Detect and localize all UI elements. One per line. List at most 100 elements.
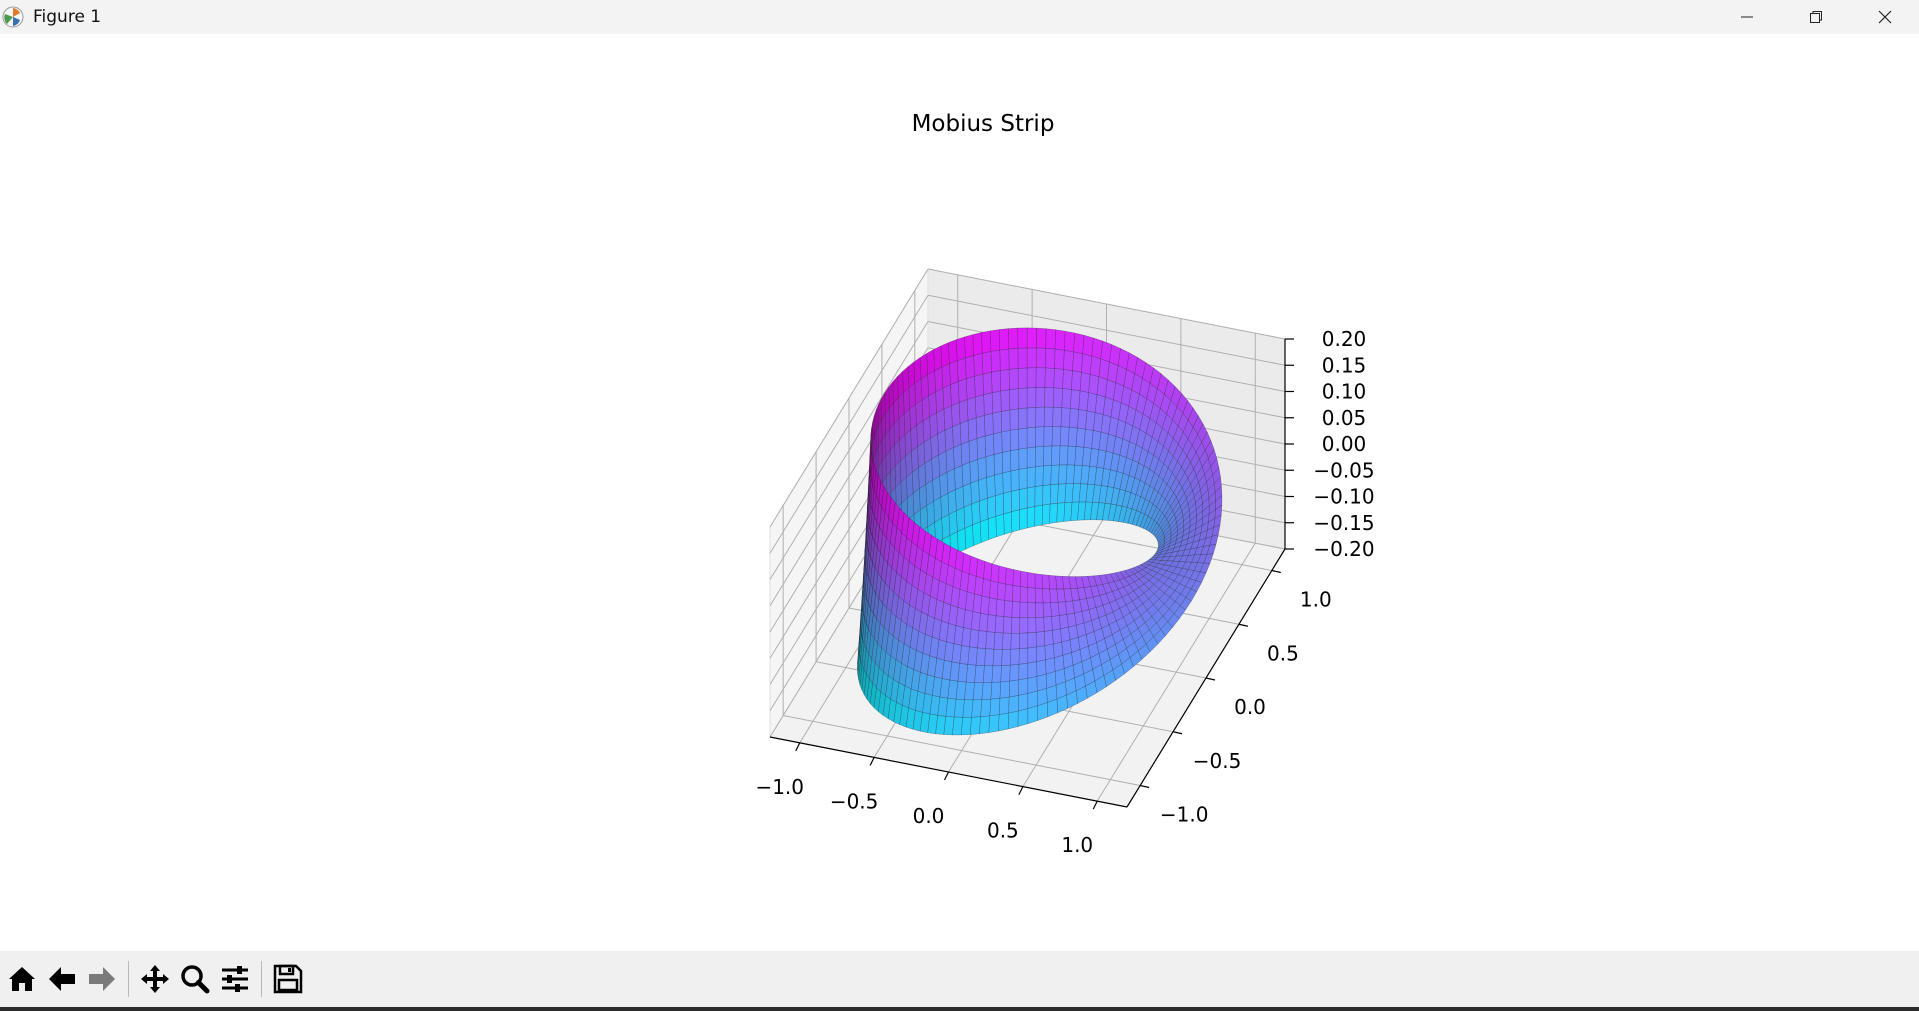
surface-facet [1009, 664, 1020, 682]
surface-facet [948, 339, 958, 364]
surface-facet [921, 395, 930, 422]
surface-facet [1060, 407, 1071, 428]
surface-facet [1034, 485, 1044, 507]
surface-facet [948, 510, 958, 536]
back-button[interactable] [42, 957, 82, 1001]
close-button[interactable] [1850, 0, 1919, 34]
surface-facet [1026, 506, 1036, 529]
surface-facet [1043, 445, 1053, 467]
pan-button[interactable] [135, 957, 175, 1001]
surface-facet [949, 360, 959, 385]
surface-facet [1042, 602, 1052, 618]
toolbar-separator [261, 961, 262, 997]
surface-facet [1052, 628, 1062, 645]
surface-facet [1043, 426, 1053, 447]
surface-facet [1018, 387, 1028, 410]
minimize-button[interactable] [1712, 0, 1781, 34]
surface-facet [1004, 583, 1014, 602]
restore-button[interactable] [1781, 0, 1850, 34]
surface-facet [964, 524, 974, 550]
minimize-icon [1740, 16, 1753, 18]
surface-facet [1058, 614, 1069, 630]
surface-facet [946, 468, 956, 494]
z-tick-label: −0.20 [1313, 537, 1374, 561]
home-button[interactable] [2, 957, 42, 1001]
surface-facet [1035, 387, 1046, 408]
surface-facet [1020, 570, 1028, 588]
surface-facet [966, 396, 977, 421]
toolbar-separator [128, 961, 129, 997]
surface-facet [1018, 647, 1029, 665]
save-button[interactable] [268, 957, 308, 1001]
surface-facet [986, 614, 997, 633]
move-icon [141, 965, 169, 993]
surface-facet [993, 452, 1003, 476]
surface-facet [956, 506, 966, 532]
surface-facet [922, 416, 931, 443]
surface-facet [980, 595, 990, 615]
surface-facet [995, 598, 1005, 617]
surface-facet [989, 698, 1001, 717]
surface-facet [1001, 409, 1011, 433]
forward-button[interactable] [82, 957, 122, 1001]
surface-facet [1045, 348, 1056, 369]
surface-facet [1010, 633, 1020, 650]
surface-facet [1056, 588, 1066, 603]
surface-facet [934, 366, 944, 393]
configure-button[interactable] [215, 957, 255, 1001]
z-tick-label: 0.15 [1322, 353, 1367, 377]
surface-facet [1026, 407, 1037, 429]
x-tick-label: 0.0 [913, 804, 945, 828]
surface-facet [995, 513, 1005, 538]
surface-facet [1011, 601, 1021, 618]
surface-facet [929, 412, 938, 439]
surface-facet [936, 408, 946, 435]
surface-facet [925, 479, 934, 506]
surface-facet [1002, 491, 1012, 515]
surface-facet [1000, 389, 1011, 412]
surface-facet [1026, 446, 1036, 469]
surface-facet [979, 715, 991, 735]
surface-facet [1054, 329, 1066, 351]
surface-facet [1058, 464, 1068, 485]
surface-facet [994, 472, 1004, 496]
surface-facet [1026, 466, 1036, 489]
surface-facet [1018, 487, 1028, 510]
surface-facet [1053, 387, 1063, 408]
surface-facet [990, 681, 1002, 700]
surface-facet [954, 465, 964, 490]
restore-icon [1809, 11, 1822, 23]
surface-facet [1010, 648, 1020, 666]
surface-facet [1044, 643, 1055, 661]
home-icon [9, 967, 35, 991]
window-titlebar: Figure 1 [0, 0, 1919, 34]
surface-facet [961, 461, 971, 487]
surface-facet [1042, 484, 1051, 506]
x-tick-label: 1.0 [1061, 833, 1093, 857]
surface-facet [1045, 657, 1056, 675]
surface-facet [974, 373, 984, 398]
surface-facet [987, 516, 997, 540]
surface-facet [944, 426, 954, 452]
surface-facet [897, 370, 904, 399]
surface-facet [972, 521, 982, 547]
surface-facet [978, 477, 988, 502]
surface-facet [1041, 503, 1051, 526]
surface-facet [958, 399, 969, 424]
z-tick-label: 0.05 [1322, 406, 1367, 430]
surface-facet [1044, 630, 1054, 646]
zoom-button[interactable] [175, 957, 215, 1001]
surface-facet [919, 353, 928, 380]
surface-facet [1059, 445, 1069, 466]
figure-canvas[interactable]: Mobius Strip −1.0 −0.5 0.0 0.5 1.0 −1.0 −0.5 0.… [0, 34, 1919, 951]
surface-facet [1034, 573, 1043, 589]
surface-facet [972, 682, 984, 701]
surface-facet [1035, 602, 1044, 618]
x-tick-label: −1.0 [755, 775, 804, 799]
surface-facet [1051, 426, 1062, 447]
surface-facet [913, 357, 922, 384]
surface-facet [992, 411, 1002, 435]
grid-line [927, 294, 1286, 366]
surface-facet [1035, 406, 1045, 428]
surface-facet [1051, 615, 1061, 631]
